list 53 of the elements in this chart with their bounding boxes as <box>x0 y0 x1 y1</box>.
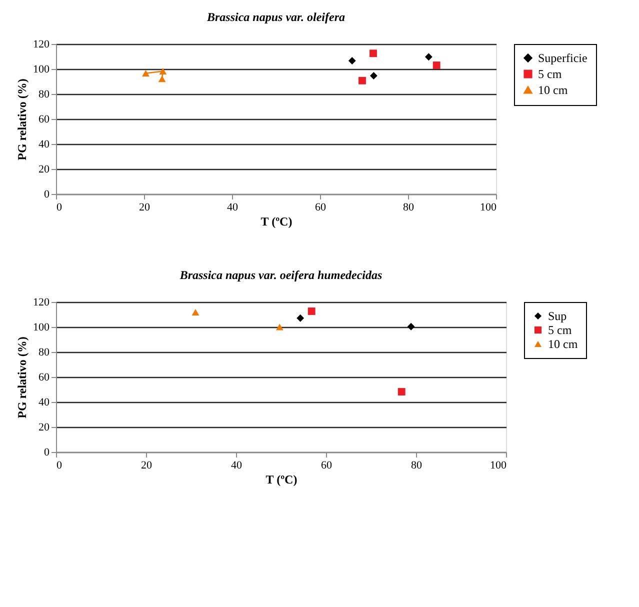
y-tick-label: 80 <box>38 88 50 100</box>
legend-label: 5 cm <box>538 67 562 81</box>
y-tick-label: 40 <box>38 396 50 408</box>
chart-title: Brassica napus var. oleifera <box>206 10 346 24</box>
point <box>192 309 200 316</box>
point <box>142 70 150 76</box>
x-tick-label: 80 <box>411 460 422 472</box>
chart-title: Brassica napus var. oeifera humedecidas <box>178 268 382 282</box>
point <box>424 53 432 61</box>
y-tick-label: 60 <box>38 372 50 384</box>
x-tick-label: 60 <box>321 460 332 472</box>
legend-label: 5 cm <box>548 323 572 337</box>
point <box>370 72 378 80</box>
x-axis-title: T (ºC) <box>266 472 298 486</box>
x-axis-title: T (ºC) <box>260 214 292 228</box>
y-axis-title: PG relativo (%) <box>15 78 29 160</box>
x-tick-label: 0 <box>56 460 62 472</box>
point <box>432 62 440 69</box>
x-tick-label: 60 <box>315 202 326 214</box>
x-tick-label: 20 <box>139 202 150 214</box>
legend-label: 10 cm <box>548 337 578 351</box>
legend-label: 10 cm <box>538 83 568 97</box>
y-tick-label: 20 <box>38 164 50 176</box>
point <box>296 314 304 322</box>
point <box>407 322 415 330</box>
y-tick-label: 0 <box>44 188 50 200</box>
y-tick-label: 40 <box>38 138 50 150</box>
legend-label: Superficie <box>538 51 588 65</box>
y-tick-label: 120 <box>33 296 50 308</box>
x-tick-label: 40 <box>231 460 242 472</box>
point <box>308 308 316 315</box>
x-tick-label: 40 <box>227 202 238 214</box>
point <box>348 57 356 64</box>
y-axis-title: PG relativo (%) <box>15 336 29 418</box>
point <box>159 68 167 74</box>
y-tick-label: 20 <box>38 422 50 434</box>
point <box>370 50 377 58</box>
x-tick-label: 100 <box>480 202 497 214</box>
y-tick-label: 100 <box>33 64 50 76</box>
point <box>398 388 406 396</box>
point <box>158 76 166 82</box>
x-tick-label: 80 <box>403 202 414 214</box>
y-tick-label: 0 <box>44 446 50 458</box>
x-tick-label: 20 <box>141 460 152 472</box>
point <box>358 76 366 84</box>
x-tick-label: 0 <box>56 202 62 214</box>
point <box>276 324 284 330</box>
legend-label: Sup <box>548 309 567 323</box>
y-tick-label: 100 <box>33 322 50 334</box>
y-tick-label: 80 <box>38 346 50 358</box>
y-tick-label: 120 <box>33 38 50 50</box>
x-tick-label: 100 <box>490 460 507 472</box>
y-tick-label: 60 <box>38 114 50 126</box>
